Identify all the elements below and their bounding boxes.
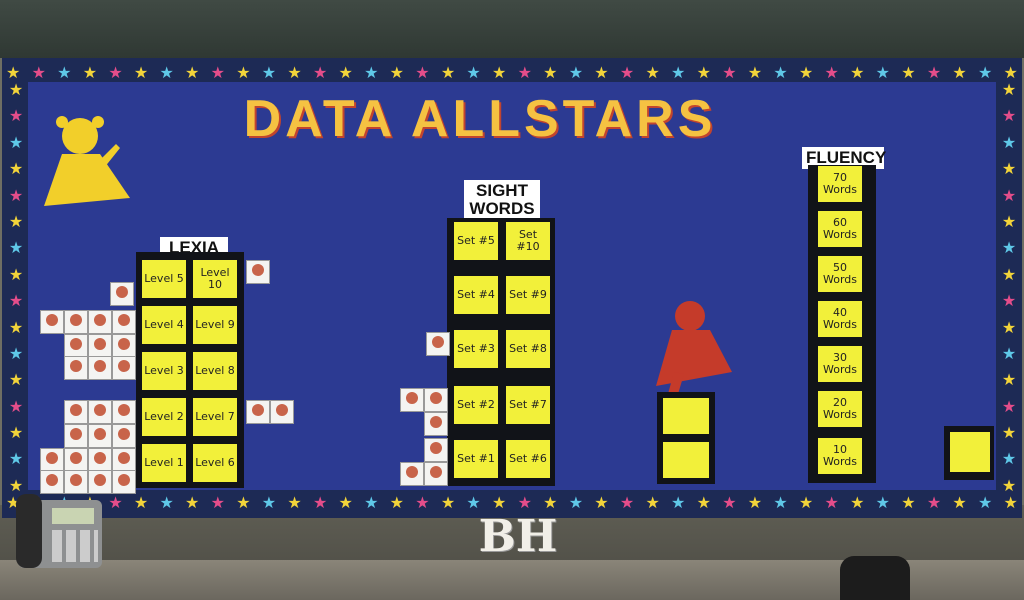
student-card: [112, 334, 136, 358]
student-card: [112, 424, 136, 448]
student-card: [64, 334, 88, 358]
student-card: [88, 448, 112, 472]
fluency-note: 40 Words: [818, 301, 862, 337]
board-title: DATA ALLSTARS: [243, 90, 717, 148]
student-card: [246, 260, 270, 284]
sight-set-note: Set #10: [506, 222, 550, 260]
wall-top: [0, 0, 1024, 58]
blank-note: [663, 442, 709, 478]
lexia-level-note: Level 7: [193, 398, 237, 436]
student-card: [64, 470, 88, 494]
lexia-level-note: Level 5: [142, 260, 186, 298]
fluency-note: 50 Words: [818, 256, 862, 292]
sight-set-note: Set #6: [506, 440, 550, 478]
star-border-left: ★ ★ ★ ★ ★ ★ ★ ★ ★ ★ ★ ★ ★ ★ ★ ★: [8, 80, 24, 495]
student-card: [110, 282, 134, 306]
fluency-note: 70 Words: [818, 166, 862, 202]
superhero-silhouette-icon: [44, 116, 130, 206]
student-card: [64, 356, 88, 380]
chair: [840, 556, 910, 600]
lexia-level-note: Level 10: [193, 260, 237, 298]
student-card: [64, 310, 88, 334]
fluency-note: 20 Words: [818, 391, 862, 427]
lexia-level-note: Level 9: [193, 306, 237, 344]
student-card: [424, 462, 448, 486]
decorative-letters: BH: [478, 510, 558, 562]
sight-set-note: Set #1: [454, 440, 498, 478]
student-card: [426, 332, 450, 356]
phone-keypad: [52, 530, 98, 562]
lexia-level-note: Level 8: [193, 352, 237, 390]
student-card: [112, 470, 136, 494]
lexia-level-note: Level 4: [142, 306, 186, 344]
student-card: [64, 448, 88, 472]
sight-set-note: Set #5: [454, 222, 498, 260]
student-card: [88, 424, 112, 448]
lexia-level-note: Level 1: [142, 444, 186, 482]
student-card: [88, 310, 112, 334]
student-card: [88, 400, 112, 424]
student-card: [400, 462, 424, 486]
student-card: [424, 412, 448, 436]
student-card: [112, 310, 136, 334]
student-card: [40, 310, 64, 334]
superhero-silhouette-icon: [656, 301, 732, 394]
student-card: [40, 448, 64, 472]
fluency-note: 10 Words: [818, 438, 862, 474]
lexia-level-note: Level 6: [193, 444, 237, 482]
blank-note: [950, 432, 990, 472]
lexia-level-note: Level 3: [142, 352, 186, 390]
fluency-note: 60 Words: [818, 211, 862, 247]
phone-handset: [16, 494, 42, 568]
student-card: [88, 356, 112, 380]
star-border-top: ★ ★ ★ ★ ★ ★ ★ ★ ★ ★ ★ ★ ★ ★ ★ ★ ★ ★ ★ ★ ★ ★ ★ ★ ★ ★ ★ ★ ★ ★ ★ ★ ★ ★ ★ ★ ★ ★ ★ ★: [6, 63, 1018, 82]
sight-set-note: Set #9: [506, 276, 550, 314]
sight-set-note: Set #3: [454, 330, 498, 368]
student-card: [270, 400, 294, 424]
student-card: [88, 470, 112, 494]
student-card: [424, 438, 448, 462]
lexia-level-note: Level 2: [142, 398, 186, 436]
phone-screen: [52, 508, 94, 524]
student-card: [88, 334, 112, 358]
sight-set-note: Set #8: [506, 330, 550, 368]
student-card: [424, 388, 448, 412]
blank-note: [663, 398, 709, 434]
student-card: [64, 400, 88, 424]
sight-words-label: SIGHT WORDS: [464, 180, 540, 220]
fluency-label: FLUENCY: [802, 147, 886, 169]
student-card: [64, 424, 88, 448]
student-card: [246, 400, 270, 424]
sight-set-note: Set #2: [454, 386, 498, 424]
fluency-note: 30 Words: [818, 346, 862, 382]
student-card: [112, 356, 136, 380]
sight-set-note: Set #7: [506, 386, 550, 424]
student-card: [40, 470, 64, 494]
student-card: [400, 388, 424, 412]
star-border-right: ★ ★ ★ ★ ★ ★ ★ ★ ★ ★ ★ ★ ★ ★ ★ ★: [1001, 80, 1017, 495]
sight-set-note: Set #4: [454, 276, 498, 314]
student-card: [112, 448, 136, 472]
student-card: [112, 400, 136, 424]
